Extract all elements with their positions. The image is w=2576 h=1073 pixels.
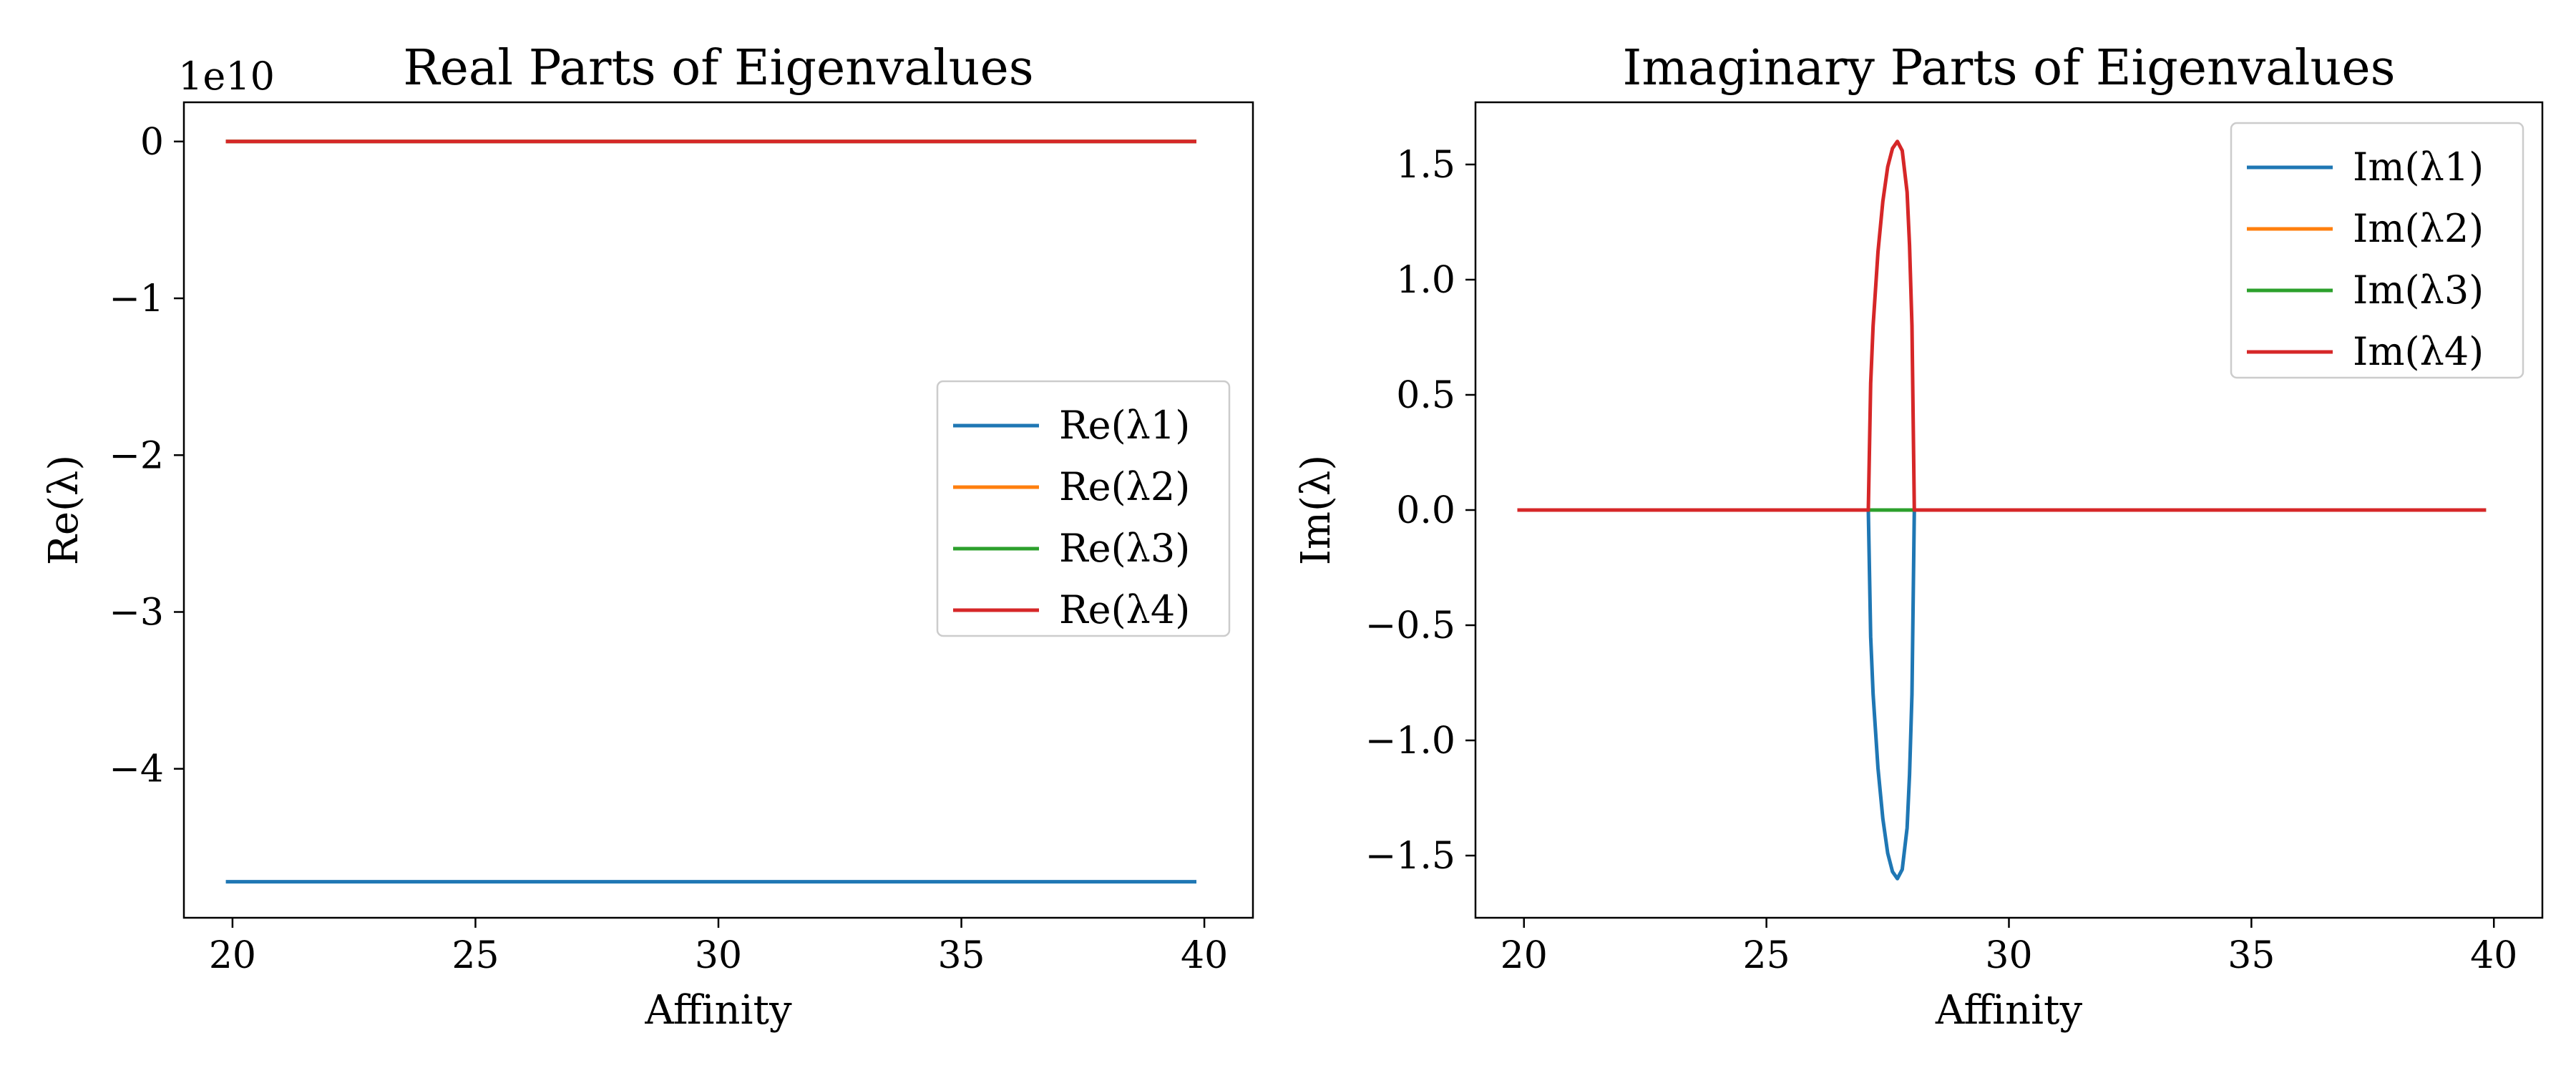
y-tick-label: 1.5: [1396, 144, 1455, 187]
x-tick-label: 25: [1743, 934, 1790, 977]
y-offset-label: 1e10: [178, 54, 275, 99]
legend-label-2: Re(λ2): [1059, 464, 1190, 509]
imaginary-parts-chart: 20 25 30 35 40 1.5 1.0 0.5 0.0 −0.5 −1.0 −1.5 Imagin…: [1293, 40, 2544, 1034]
x-axis-label: Affinity: [1935, 987, 2083, 1034]
y-axis-label: Im(λ): [1293, 455, 1340, 565]
legend-box: [2230, 122, 2524, 379]
y-axis-label: Re(λ): [41, 455, 87, 566]
legend-label-1: Im(λ1): [2353, 144, 2484, 190]
x-tick-label: 35: [2228, 934, 2275, 977]
legend-label-3: Re(λ3): [1059, 526, 1190, 571]
y-tick-label: 0: [140, 121, 164, 164]
x-tick-label: 40: [2470, 934, 2517, 977]
legend-box: [936, 380, 1231, 637]
series-group: [1517, 139, 2487, 881]
y-tick-label: −3: [109, 592, 164, 635]
legend-label-4: Re(λ4): [1059, 587, 1190, 632]
y-tick-label: 0.5: [1396, 374, 1455, 417]
legend: Re(λ1) Re(λ2) Re(λ3) Re(λ4): [936, 380, 1231, 637]
series-line-1: [1517, 508, 2487, 881]
legend-label-2: Im(λ2): [2353, 206, 2484, 251]
x-axis-label: Affinity: [644, 987, 792, 1034]
chart-title: Imaginary Parts of Eigenvalues: [1623, 40, 2396, 97]
x-tick-label: 25: [452, 934, 499, 977]
y-tick-label: −4: [109, 748, 164, 791]
y-tick-label: −0.5: [1365, 604, 1455, 647]
y-tick-label: −1.5: [1365, 835, 1455, 878]
x-tick-label: 40: [1181, 934, 1228, 977]
real-parts-chart: 20 25 30 35 40 0 −1 −2 −3 −4 Real Parts of Eigenva…: [41, 40, 1254, 1034]
x-tick-label: 35: [937, 934, 985, 977]
y-tick-label: −1: [109, 278, 164, 320]
series-line-4: [1517, 139, 2487, 512]
y-tick-label: −2: [109, 434, 164, 477]
legend-label-1: Re(λ1): [1059, 403, 1190, 448]
x-tick-label: 30: [695, 934, 742, 977]
legend: Im(λ1) Im(λ2) Im(λ3) Im(λ4): [2230, 122, 2524, 379]
x-tick-label: 20: [1501, 934, 1548, 977]
chart-title: Real Parts of Eigenvalues: [403, 40, 1033, 97]
legend-label-4: Im(λ4): [2353, 329, 2484, 374]
x-tick-label: 20: [209, 934, 256, 977]
y-tick-label: −1.0: [1365, 720, 1455, 763]
series-group: [225, 139, 1196, 884]
y-tick-label: 1.0: [1396, 259, 1455, 302]
legend-label-3: Im(λ3): [2353, 268, 2484, 313]
y-tick-label: 0.0: [1396, 489, 1455, 532]
x-tick-label: 30: [1985, 934, 2032, 977]
